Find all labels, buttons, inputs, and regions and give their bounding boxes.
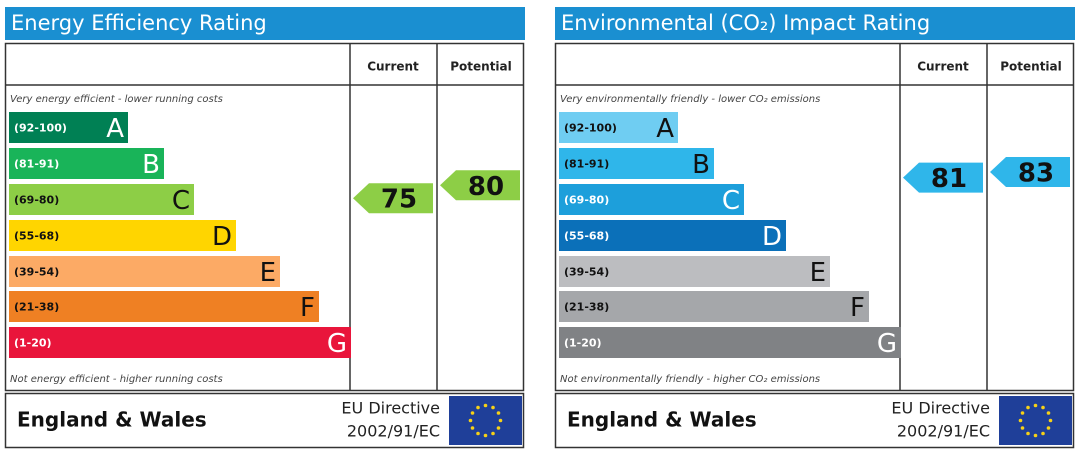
eu-flag xyxy=(999,396,1072,445)
footer-box xyxy=(4,392,525,449)
band-letter: F xyxy=(850,293,865,323)
band-bar xyxy=(9,291,319,322)
eu-flag xyxy=(449,396,522,445)
title-bar xyxy=(555,7,1075,40)
band-bar xyxy=(9,256,280,287)
eu-star xyxy=(496,411,501,415)
rating-panel: Energy Efficiency Rating Current Potential… xyxy=(4,7,525,449)
band-range: (69-80) xyxy=(14,194,59,207)
eu-star xyxy=(1041,431,1045,436)
band-bar xyxy=(9,220,236,251)
eu-star xyxy=(1041,405,1045,410)
rating-arrow xyxy=(990,156,1070,187)
eu-star xyxy=(476,405,480,410)
band-range: (21-38) xyxy=(14,301,59,314)
eu-star xyxy=(1020,411,1025,415)
eu-star xyxy=(491,431,495,436)
rating-value: 75 xyxy=(381,185,417,215)
footer-directive: EU Directive xyxy=(891,399,990,418)
band-letter: G xyxy=(327,329,347,359)
band-letter: G xyxy=(877,329,897,359)
eu-star xyxy=(1020,426,1025,430)
band-range: (81-91) xyxy=(14,158,59,171)
rating-arrow xyxy=(353,183,433,214)
band-letter: A xyxy=(106,114,124,144)
rating-value: 81 xyxy=(931,164,967,194)
eu-star xyxy=(1026,405,1030,410)
band-range: (92-100) xyxy=(564,122,617,135)
footer-directive: EU Directive xyxy=(341,399,440,418)
band-letter: D xyxy=(212,222,232,252)
eu-star xyxy=(1048,418,1053,423)
band-bar xyxy=(559,112,678,143)
band-bar xyxy=(559,220,786,251)
band-letter: F xyxy=(300,293,315,323)
panel-title: Environmental (CO₂) Impact Rating xyxy=(561,11,930,35)
band-bar xyxy=(559,148,714,179)
band-bar xyxy=(9,327,351,358)
band-bar xyxy=(9,112,128,143)
footer-box xyxy=(554,392,1075,449)
rating-value: 83 xyxy=(1018,158,1054,188)
rating-arrow xyxy=(440,170,520,201)
eu-star xyxy=(470,411,475,415)
rating-panel: Environmental (CO₂) Impact Rating Current… xyxy=(554,7,1075,449)
band-bar xyxy=(9,184,194,215)
eu-star xyxy=(1026,431,1030,436)
footer-directive-code: 2002/91/EC xyxy=(897,422,990,441)
eu-star xyxy=(491,405,495,410)
band-letter: C xyxy=(722,186,740,216)
eu-star xyxy=(498,418,503,423)
band-range: (81-91) xyxy=(564,158,609,171)
footer-region: England & Wales xyxy=(17,408,207,432)
band-range: (1-20) xyxy=(14,337,52,350)
col-header: Current xyxy=(917,60,969,74)
band-bar xyxy=(9,148,164,179)
band-bar xyxy=(559,291,869,322)
eu-star xyxy=(483,433,488,438)
band-letter: B xyxy=(142,150,160,180)
eu-star xyxy=(1046,426,1051,430)
top-note: Very environmentally friendly - lower CO… xyxy=(560,94,820,105)
band-range: (21-38) xyxy=(564,301,609,314)
footer-directive-code: 2002/91/EC xyxy=(347,422,440,441)
band-bar xyxy=(559,327,901,358)
band-letter: B xyxy=(692,150,710,180)
band-letter: A xyxy=(656,114,674,144)
rating-value: 80 xyxy=(468,172,504,202)
band-range: (39-54) xyxy=(14,266,59,279)
col-header: Potential xyxy=(450,60,512,74)
band-bar xyxy=(559,256,830,287)
band-range: (1-20) xyxy=(564,337,602,350)
panel-title: Energy Efficiency Rating xyxy=(11,11,267,35)
title-bar xyxy=(5,7,525,40)
eu-star xyxy=(1033,403,1038,408)
eu-star xyxy=(483,403,488,408)
band-range: (55-68) xyxy=(14,230,59,243)
band-range: (69-80) xyxy=(564,194,609,207)
band-letter: E xyxy=(260,258,276,288)
col-header: Current xyxy=(367,60,419,74)
eu-star xyxy=(1033,433,1038,438)
col-header: Potential xyxy=(1000,60,1062,74)
band-range: (55-68) xyxy=(564,230,609,243)
eu-star xyxy=(1018,418,1023,423)
band-letter: C xyxy=(172,186,190,216)
eu-star xyxy=(1046,411,1051,415)
band-bar xyxy=(559,184,744,215)
band-letter: D xyxy=(762,222,782,252)
eu-star xyxy=(470,426,475,430)
eu-star xyxy=(496,426,501,430)
eu-star xyxy=(468,418,473,423)
rating-arrow xyxy=(903,162,983,193)
eu-star xyxy=(476,431,480,436)
bottom-note: Not environmentally friendly - higher CO… xyxy=(560,374,820,385)
band-letter: E xyxy=(810,258,826,288)
bottom-note: Not energy efficient - higher running co… xyxy=(10,374,223,385)
top-note: Very energy efficient - lower running co… xyxy=(10,94,223,105)
footer-region: England & Wales xyxy=(567,408,757,432)
band-range: (39-54) xyxy=(564,266,609,279)
band-range: (92-100) xyxy=(14,122,67,135)
